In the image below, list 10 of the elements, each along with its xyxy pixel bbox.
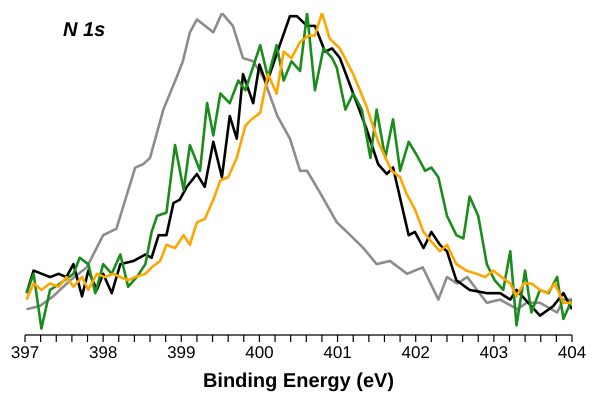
x-tick-label: 400 — [245, 343, 274, 362]
x-tick-label: 397 — [10, 343, 40, 362]
annotation: N 1s — [63, 19, 106, 41]
x-tick-label: 399 — [167, 343, 196, 362]
x-axis-title: Binding Energy (eV) — [202, 370, 394, 392]
x-tick-label: 403 — [480, 343, 508, 362]
x-tick-label: 401 — [323, 343, 352, 362]
x-tick-label: 398 — [88, 343, 118, 362]
x-tick-label: 404 — [558, 343, 586, 362]
x-tick-label: 402 — [402, 343, 430, 362]
